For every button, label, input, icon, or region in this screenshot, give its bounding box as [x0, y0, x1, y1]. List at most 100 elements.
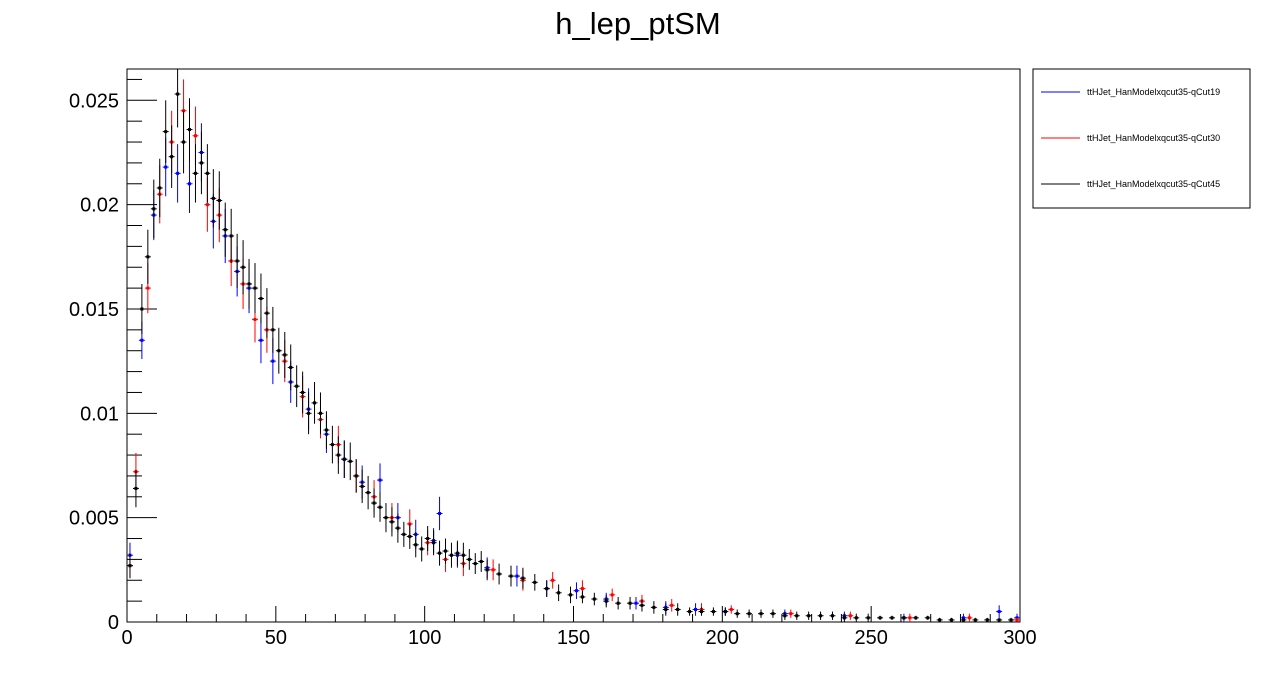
point-marker: [146, 286, 150, 290]
point-marker: [789, 612, 793, 616]
point-marker: [366, 491, 370, 495]
data-point: [204, 144, 211, 203]
point-marker: [902, 616, 906, 620]
point-marker: [223, 228, 227, 232]
data-point: [400, 521, 407, 547]
data-point: [406, 523, 413, 549]
data-point: [293, 365, 300, 408]
point-marker: [396, 526, 400, 530]
point-marker: [848, 614, 852, 618]
y-tick-label: 0.01: [80, 403, 119, 425]
point-marker: [967, 616, 971, 620]
data-point: [793, 611, 800, 620]
point-marker: [592, 597, 596, 601]
point-marker: [699, 610, 703, 614]
legend-entry-2: ttHJet_HanModelxqcut35-qCut30: [1041, 133, 1220, 143]
legend: ttHJet_HanModelxqcut35-qCut19 ttHJet_HanM…: [1032, 68, 1251, 209]
x-tick-label: 150: [557, 627, 590, 649]
data-point: [853, 613, 860, 622]
data-point: [615, 596, 622, 610]
point-marker: [378, 505, 382, 509]
point-marker: [193, 171, 197, 175]
data-point: [287, 344, 294, 391]
data-point: [698, 607, 705, 616]
data-point: [132, 469, 139, 508]
point-marker: [1015, 618, 1019, 622]
data-point: [889, 615, 895, 620]
point-marker: [842, 616, 846, 620]
data-point: [662, 603, 669, 616]
data-point: [412, 532, 419, 558]
point-marker: [491, 568, 495, 572]
series-1: [127, 123, 1020, 622]
point-marker: [164, 130, 168, 134]
point-marker: [307, 411, 311, 415]
data-point: [323, 411, 330, 449]
data-point: [180, 110, 187, 174]
data-point: [650, 601, 657, 614]
point-marker: [771, 612, 775, 616]
point-marker: [634, 601, 638, 605]
point-marker: [152, 207, 156, 211]
data-point: [758, 609, 765, 618]
data-point: [454, 540, 461, 566]
point-marker: [640, 603, 644, 607]
data-point: [448, 542, 455, 568]
point-marker: [533, 580, 537, 584]
point-marker: [336, 453, 340, 457]
data-point: [603, 594, 610, 608]
point-marker: [438, 511, 442, 515]
legend-label: ttHJet_HanModelxqcut35-qCut19: [1087, 87, 1220, 97]
data-point: [162, 100, 169, 163]
point-marker: [694, 607, 698, 611]
point-marker: [735, 612, 739, 616]
data-point: [906, 613, 913, 622]
point-marker: [444, 549, 448, 553]
point-marker: [265, 311, 269, 315]
data-point: [996, 605, 1003, 618]
data-point: [299, 371, 306, 414]
point-marker: [711, 610, 715, 614]
point-marker: [580, 595, 584, 599]
legend-entry-1: ttHJet_HanModelxqcut35-qCut19: [1041, 87, 1220, 97]
data-point: [371, 488, 378, 518]
point-marker: [688, 610, 692, 614]
point-marker: [188, 128, 192, 132]
point-marker: [676, 607, 680, 611]
point-marker: [830, 614, 834, 618]
point-marker: [1009, 618, 1013, 622]
point-marker: [360, 484, 364, 488]
data-point: [728, 605, 735, 614]
point-marker: [295, 384, 299, 388]
point-marker: [205, 171, 209, 175]
data-point: [311, 382, 318, 424]
point-marker: [783, 614, 787, 618]
data-point: [638, 599, 645, 612]
chart-title: h_lep_ptSM: [555, 6, 720, 41]
data-point: [317, 392, 324, 435]
point-marker: [557, 591, 561, 595]
data-point: [734, 609, 741, 618]
data-point: [513, 565, 520, 587]
data-point: [490, 559, 497, 581]
data-point: [710, 607, 717, 616]
data-point: [841, 613, 848, 622]
data-point: [972, 617, 979, 622]
data-point: [460, 542, 467, 568]
x-tick-label: 250: [854, 627, 887, 649]
legend-label: ttHJet_HanModelxqcut35-qCut30: [1087, 133, 1220, 143]
point-marker: [914, 616, 918, 620]
data-point: [174, 69, 181, 128]
point-marker: [807, 614, 811, 618]
point-marker: [485, 568, 489, 572]
data-point: [543, 580, 550, 597]
data-point: [430, 530, 437, 556]
point-marker: [455, 551, 459, 555]
point-marker: [515, 574, 519, 578]
point-marker: [670, 603, 674, 607]
point-marker: [414, 543, 418, 547]
point-marker: [217, 198, 221, 202]
data-point: [436, 540, 443, 566]
point-marker: [271, 328, 275, 332]
